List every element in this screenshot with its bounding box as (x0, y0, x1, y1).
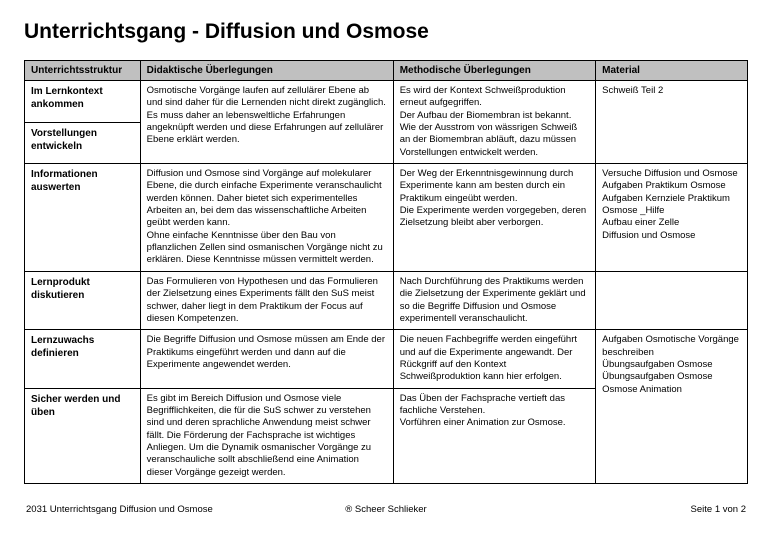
cell-material (596, 271, 748, 329)
row-label: Lernzuwachs definieren (25, 330, 141, 388)
row-label: Sicher werden und üben (25, 388, 141, 483)
cell-didactic: Die Begriffe Diffusion und Osmose müssen… (140, 330, 393, 388)
cell-didactic: Das Formulieren von Hypothesen und das F… (140, 271, 393, 329)
col-header-methodic: Methodische Überlegungen (393, 61, 595, 81)
cell-material: Aufgaben Osmotische Vorgänge beschreiben… (596, 330, 748, 484)
cell-material: Schweiß Teil 2 (596, 81, 748, 164)
footer-center: ® Scheer Schlieker (345, 504, 426, 515)
cell-didactic: Osmotische Vorgänge laufen auf zelluläre… (140, 81, 393, 164)
row-label: Informationen auswerten (25, 164, 141, 272)
table-row: Lernprodukt diskutieren Das Formulieren … (25, 271, 748, 329)
footer-left: 2031 Unterrichtsgang Diffusion und Osmos… (26, 504, 213, 515)
cell-methodic: Das Üben der Fachsprache vertieft das fa… (393, 388, 595, 483)
page-title: Unterrichtsgang - Diffusion und Osmose (24, 20, 748, 44)
cell-didactic: Diffusion und Osmose sind Vorgänge auf m… (140, 164, 393, 272)
row-label: Im Lernkontext ankommen (25, 81, 141, 123)
cell-methodic: Es wird der Kontext Schweißproduktion er… (393, 81, 595, 164)
row-label: Vorstellungen entwickeln (25, 122, 141, 164)
page-footer: 2031 Unterrichtsgang Diffusion und Osmos… (24, 504, 748, 515)
col-header-material: Material (596, 61, 748, 81)
table-row: Lernzuwachs definieren Die Begriffe Diff… (25, 330, 748, 388)
table-header-row: Unterrichtsstruktur Didaktische Überlegu… (25, 61, 748, 81)
col-header-structure: Unterrichtsstruktur (25, 61, 141, 81)
col-header-didactic: Didaktische Überlegungen (140, 61, 393, 81)
cell-didactic: Es gibt im Bereich Diffusion und Osmose … (140, 388, 393, 483)
cell-methodic: Die neuen Fachbegriffe werden eingeführt… (393, 330, 595, 388)
lesson-table: Unterrichtsstruktur Didaktische Überlegu… (24, 60, 748, 484)
cell-material: Versuche Diffusion und OsmoseAufgaben Pr… (596, 164, 748, 272)
row-label: Lernprodukt diskutieren (25, 271, 141, 329)
footer-right: Seite 1 von 2 (691, 504, 746, 515)
table-row: Informationen auswerten Diffusion und Os… (25, 164, 748, 272)
table-row: Im Lernkontext ankommen Osmotische Vorgä… (25, 81, 748, 123)
cell-methodic: Nach Durchführung des Praktikums werden … (393, 271, 595, 329)
cell-methodic: Der Weg der Erkenntnisgewinnung durch Ex… (393, 164, 595, 272)
